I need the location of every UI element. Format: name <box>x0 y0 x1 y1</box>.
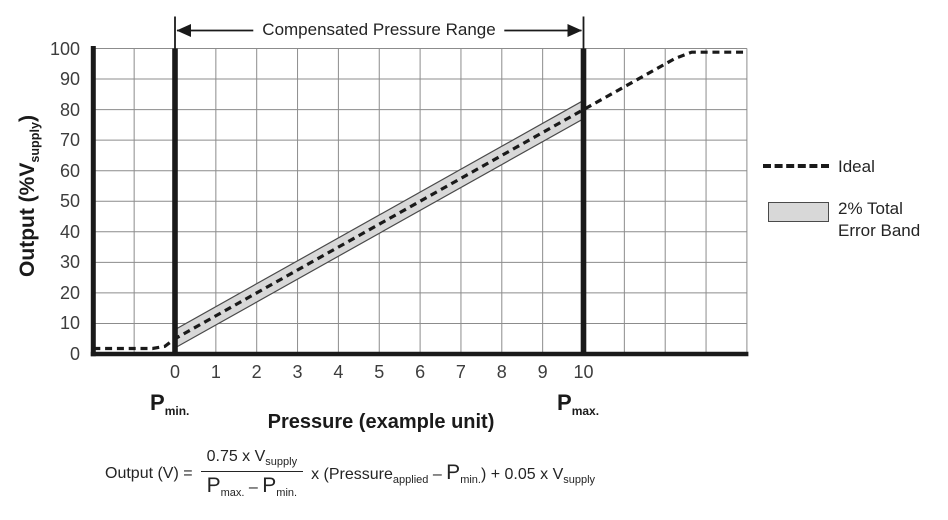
formula-rhs-pmin-symbol: P <box>446 461 461 484</box>
formula-fraction: 0.75 x Vsupply Pmax. – Pmin. <box>200 448 304 499</box>
compensated-range-annotation: Compensated Pressure Range <box>253 20 505 40</box>
formula-rhs-minus: – <box>428 466 447 483</box>
formula-rhs-supply-subscript: supply <box>563 474 596 486</box>
x-tick-label: 4 <box>333 362 344 382</box>
formula-lhs: Output (V) = <box>105 464 193 482</box>
x-tick-label: 1 <box>210 362 221 382</box>
formula-rhs-pressure: x (Pressure <box>311 466 393 483</box>
formula-numerator-subscript: supply <box>265 456 298 468</box>
p-max-symbol: P <box>557 390 572 415</box>
p-min-symbol: P <box>150 390 165 415</box>
y-tick-label: 100 <box>49 38 80 59</box>
legend: Ideal 2% Total Error Band <box>763 157 948 252</box>
formula-den-pmin-symbol: P <box>262 474 277 497</box>
formula-rhs: x (Pressureapplied – Pmin.) + 0.05 x Vsu… <box>311 461 595 486</box>
p-min-subscript: min. <box>164 404 190 419</box>
range-arrowhead-right-icon <box>567 24 582 37</box>
y-tick-label: 60 <box>59 160 80 181</box>
x-axis-title: Pressure (example unit) <box>267 411 495 433</box>
p-min-label: Pmin. <box>150 390 189 418</box>
x-tick-label: 9 <box>537 362 548 382</box>
x-tick-label: 7 <box>455 362 466 382</box>
formula-den-pmax-symbol: P <box>206 474 221 497</box>
p-max-label: Pmax. <box>557 390 599 418</box>
legend-error-band-label: 2% Total Error Band <box>838 198 920 242</box>
formula-numerator: 0.75 x Vsupply <box>200 448 304 472</box>
formula-den-pmin-subscript: min. <box>276 487 298 499</box>
x-tick-label: 0 <box>169 362 180 382</box>
ideal-dashed-line-swatch <box>763 164 829 168</box>
formula-rhs-applied-subscript: applied <box>392 474 429 486</box>
error-band-swatch <box>768 202 829 222</box>
y-tick-label: 10 <box>59 313 80 334</box>
formula-rhs-pmin-subscript: min. <box>460 474 481 486</box>
y-tick-label: 90 <box>59 69 80 90</box>
legend-ideal-label: Ideal <box>838 157 875 176</box>
formula-rhs-offset: ) + 0.05 x V <box>480 466 564 483</box>
x-tick-label: 3 <box>292 362 303 382</box>
x-tick-label: 6 <box>415 362 426 382</box>
y-tick-label: 0 <box>69 344 80 364</box>
transfer-function-formula: Output (V) = 0.75 x Vsupply Pmax. – Pmin… <box>105 448 595 499</box>
y-tick-label: 80 <box>59 99 80 120</box>
x-tick-label: 10 <box>573 362 594 382</box>
x-tick-label: 2 <box>251 362 262 382</box>
y-tick-label: 20 <box>59 282 80 303</box>
p-max-subscript: max. <box>571 404 600 419</box>
x-tick-label: 5 <box>374 362 385 382</box>
range-arrowhead-left-icon <box>176 24 191 37</box>
y-tick-label: 70 <box>59 130 80 151</box>
legend-error-band-line2: Error Band <box>838 221 921 240</box>
formula-den-minus: – <box>244 479 263 496</box>
formula-numerator-text: 0.75 x V <box>206 448 266 465</box>
formula-denominator: Pmax. – Pmin. <box>207 472 297 499</box>
y-tick-label: 30 <box>59 252 80 273</box>
legend-error-band-line1: 2% Total <box>838 199 903 218</box>
y-tick-label: 40 <box>59 221 80 242</box>
y-tick-label: 50 <box>59 191 80 212</box>
ideal-output-line <box>93 50 747 351</box>
formula-den-pmax-subscript: max. <box>220 487 245 499</box>
x-tick-label: 8 <box>496 362 507 382</box>
